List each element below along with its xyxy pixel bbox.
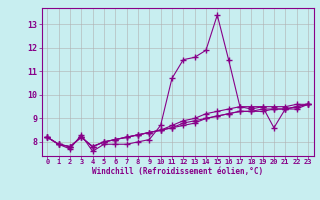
X-axis label: Windchill (Refroidissement éolien,°C): Windchill (Refroidissement éolien,°C) bbox=[92, 167, 263, 176]
